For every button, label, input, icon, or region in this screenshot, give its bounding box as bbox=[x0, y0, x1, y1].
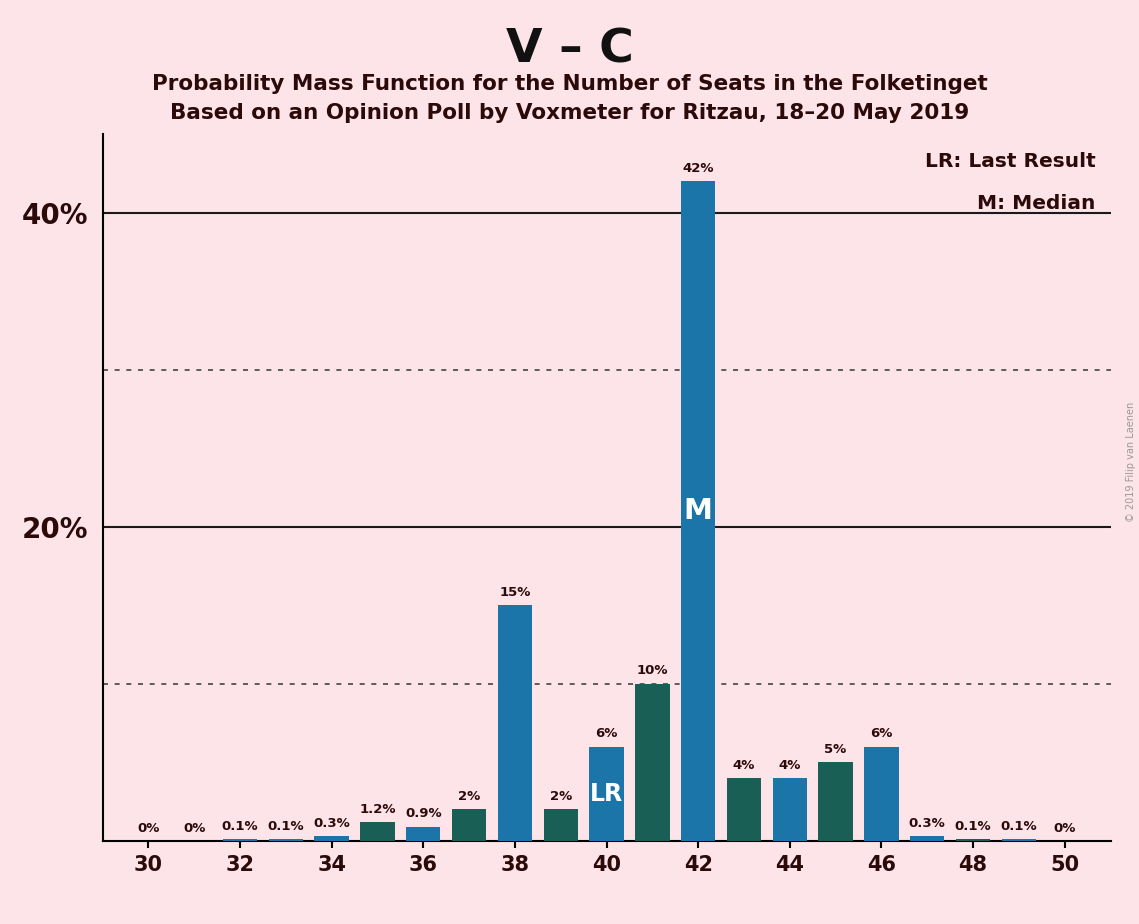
Text: © 2019 Filip van Laenen: © 2019 Filip van Laenen bbox=[1126, 402, 1136, 522]
Bar bbox=[407, 827, 441, 841]
Text: 0.9%: 0.9% bbox=[405, 808, 442, 821]
Text: Probability Mass Function for the Number of Seats in the Folketinget: Probability Mass Function for the Number… bbox=[151, 74, 988, 94]
Text: 10%: 10% bbox=[637, 664, 669, 677]
Bar bbox=[498, 605, 532, 841]
Text: 0.1%: 0.1% bbox=[268, 820, 304, 833]
Bar bbox=[1001, 839, 1036, 841]
Text: LR: Last Result: LR: Last Result bbox=[925, 152, 1096, 171]
Bar bbox=[452, 809, 486, 841]
Text: LR: LR bbox=[590, 782, 623, 806]
Text: 4%: 4% bbox=[779, 759, 801, 772]
Bar bbox=[589, 747, 624, 841]
Bar bbox=[910, 836, 944, 841]
Text: 0%: 0% bbox=[183, 821, 205, 834]
Text: 6%: 6% bbox=[870, 727, 893, 740]
Text: 0%: 0% bbox=[1054, 821, 1076, 834]
Text: Based on an Opinion Poll by Voxmeter for Ritzau, 18–20 May 2019: Based on an Opinion Poll by Voxmeter for… bbox=[170, 103, 969, 123]
Bar bbox=[360, 822, 394, 841]
Text: 0%: 0% bbox=[137, 821, 159, 834]
Text: 0.3%: 0.3% bbox=[909, 817, 945, 830]
Text: 2%: 2% bbox=[458, 790, 481, 803]
Text: 0.1%: 0.1% bbox=[222, 820, 259, 833]
Bar bbox=[865, 747, 899, 841]
Text: V – C: V – C bbox=[506, 28, 633, 73]
Text: 0.1%: 0.1% bbox=[954, 820, 991, 833]
Text: M: M bbox=[683, 497, 713, 525]
Text: 5%: 5% bbox=[825, 743, 846, 756]
Bar bbox=[543, 809, 577, 841]
Text: 1.2%: 1.2% bbox=[359, 803, 395, 816]
Bar bbox=[269, 839, 303, 841]
Text: 42%: 42% bbox=[682, 162, 714, 175]
Bar bbox=[772, 778, 806, 841]
Bar bbox=[314, 836, 349, 841]
Bar bbox=[636, 684, 670, 841]
Bar bbox=[956, 839, 990, 841]
Text: M: Median: M: Median bbox=[977, 194, 1096, 213]
Bar bbox=[681, 181, 715, 841]
Text: 2%: 2% bbox=[550, 790, 572, 803]
Text: 6%: 6% bbox=[596, 727, 617, 740]
Text: 15%: 15% bbox=[499, 586, 531, 599]
Bar bbox=[727, 778, 761, 841]
Text: 0.3%: 0.3% bbox=[313, 817, 350, 830]
Text: 0.1%: 0.1% bbox=[1000, 820, 1038, 833]
Bar bbox=[223, 839, 257, 841]
Text: 4%: 4% bbox=[732, 759, 755, 772]
Bar bbox=[819, 762, 853, 841]
